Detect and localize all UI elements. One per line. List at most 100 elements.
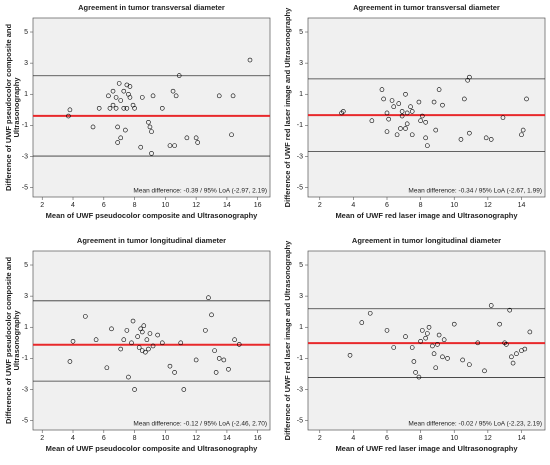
point [172,143,177,148]
point [386,116,391,122]
point [369,118,375,124]
point [193,357,199,363]
point [109,326,114,332]
point [127,84,133,89]
point [416,99,422,105]
point [391,104,397,110]
point [379,87,385,92]
y-tick-label: -1 [22,122,28,129]
point [399,109,405,114]
point [146,119,151,125]
point [150,343,156,349]
point [430,343,435,349]
point [216,93,222,99]
x-tick-label: 6 [102,202,106,209]
y-tick-label: -1 [297,122,303,129]
point [209,312,214,318]
x-tick-label: 10 [450,202,458,209]
point [155,332,160,338]
point [416,374,422,380]
annotation: Mean difference: -0.12 / 95% LoA (-2.46,… [133,421,267,428]
point [451,321,457,327]
x-axis-label: Mean of UWF red laser image and Ultrason… [335,444,518,453]
point [127,95,133,100]
point [118,135,124,141]
point [475,340,481,346]
point [110,102,116,108]
annotation: Mean difference: -0.39 / 95% LoA (-2.97,… [133,188,267,195]
point [67,359,73,364]
point [419,113,425,119]
point [159,105,165,111]
y-tick-label: -3 [297,386,303,393]
y-tick-label: -1 [22,355,28,362]
x-tick-label: 4 [71,435,75,442]
point [467,130,472,136]
y-axis-label: Ultrasonography [12,310,21,371]
point [150,93,156,99]
point [139,329,145,335]
x-axis-label: Mean of UWF pseudocolor composite and Ul… [46,444,259,453]
chart-title: Agreement in tumor transversal diameter [78,3,225,12]
point [193,135,199,141]
point [106,93,111,99]
panel: Agreement in tumor longitudinal diameter… [4,236,271,453]
x-tick-label: 4 [351,435,355,442]
point [504,342,509,347]
x-tick-label: 6 [102,435,106,442]
point [433,365,439,371]
point [176,73,182,78]
point [167,363,173,369]
point [458,137,464,142]
y-tick-label: 3 [299,293,303,300]
x-tick-label: 14 [518,435,526,442]
y-axis-label: Difference of UWF red laser image and Ul… [283,7,292,207]
point [173,93,179,99]
point [141,323,147,329]
panel: Agreement in tumor transversal diameter 2… [283,3,546,220]
y-tick-label: -1 [297,355,303,362]
point [167,143,173,148]
point [206,295,211,300]
point [159,340,165,346]
point [403,91,408,97]
point [221,357,227,363]
point [230,93,236,99]
point [147,331,153,336]
point [216,356,222,361]
point [170,88,176,94]
point [110,88,116,94]
point [431,99,437,105]
point [527,329,533,335]
point [482,368,487,374]
point [247,57,253,63]
point [488,137,494,142]
point [403,334,408,339]
point [409,345,415,350]
x-tick-label: 8 [133,435,137,442]
y-axis-label: Ultrasonography [12,77,21,138]
annotation: Mean difference: -0.34 / 95% LoA (-2.67,… [408,188,542,195]
point [418,118,423,124]
point [130,318,136,324]
x-tick-label: 6 [385,202,389,209]
point [500,115,506,120]
y-axis-label: Difference of UWF pseudocolor composite … [4,257,13,425]
x-tick-label: 14 [223,202,231,209]
y-tick-label: 5 [299,262,303,269]
point [436,332,442,338]
point [509,354,514,360]
point [384,129,390,134]
point [203,328,208,333]
point [113,105,119,111]
y-tick-label: -5 [297,418,303,425]
point [96,105,102,111]
point [389,98,395,103]
point [419,328,425,333]
point [124,328,130,333]
point [70,338,76,344]
point [113,95,119,100]
point [507,307,513,313]
x-tick-label: 10 [161,202,169,209]
y-tick-label: -3 [297,153,303,160]
